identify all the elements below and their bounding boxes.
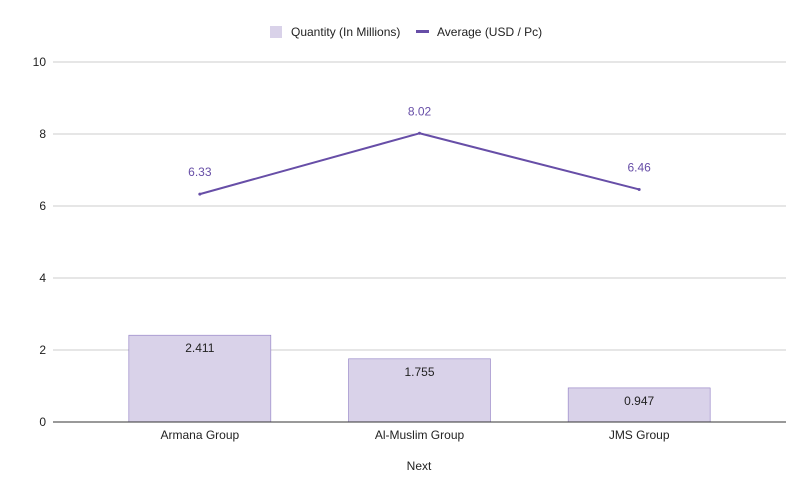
legend-swatch-quantity bbox=[270, 26, 282, 38]
legend-swatch-average bbox=[416, 30, 429, 33]
bar-quantity bbox=[567, 387, 711, 423]
y-tick-label: 10 bbox=[33, 55, 47, 69]
y-tick-label: 8 bbox=[39, 127, 46, 141]
y-tick-label: 6 bbox=[39, 199, 46, 213]
bar-data-label: 0.947 bbox=[624, 394, 654, 408]
line-average: 6.33 8.02 6.46 bbox=[188, 104, 651, 196]
bar-data-label: 2.411 bbox=[185, 341, 214, 355]
line-average-path bbox=[199, 132, 640, 196]
line-point bbox=[637, 187, 641, 191]
x-tick-label: JMS Group bbox=[609, 428, 670, 442]
x-axis-title: Next bbox=[407, 459, 432, 473]
y-tick-label: 0 bbox=[39, 415, 46, 429]
line-data-label: 6.33 bbox=[188, 165, 212, 179]
x-tick-label: Al-Muslim Group bbox=[375, 428, 465, 442]
y-tick-label: 2 bbox=[39, 343, 46, 357]
legend-label-quantity: Quantity (In Millions) bbox=[291, 25, 400, 39]
line-data-label: 8.02 bbox=[408, 104, 432, 118]
x-axis-ticks: Armana Group Al-Muslim Group JMS Group bbox=[160, 428, 669, 442]
legend-label-average: Average (USD / Pc) bbox=[437, 25, 542, 39]
legend: Quantity (In Millions) Average (USD / Pc… bbox=[270, 25, 542, 39]
gridlines bbox=[53, 61, 786, 351]
y-tick-label: 4 bbox=[39, 271, 46, 285]
x-tick-label: Armana Group bbox=[160, 428, 239, 442]
y-axis-ticks: 0 2 4 6 8 10 bbox=[33, 55, 47, 429]
bar-quantity bbox=[348, 358, 491, 423]
line-point bbox=[418, 131, 421, 135]
bar-data-label: 1.755 bbox=[404, 365, 434, 379]
bars-quantity: 2.411 1.755 0.947 bbox=[128, 334, 711, 423]
line-data-label: 6.46 bbox=[627, 160, 651, 174]
line-point bbox=[198, 192, 202, 196]
bar-quantity bbox=[128, 334, 272, 423]
